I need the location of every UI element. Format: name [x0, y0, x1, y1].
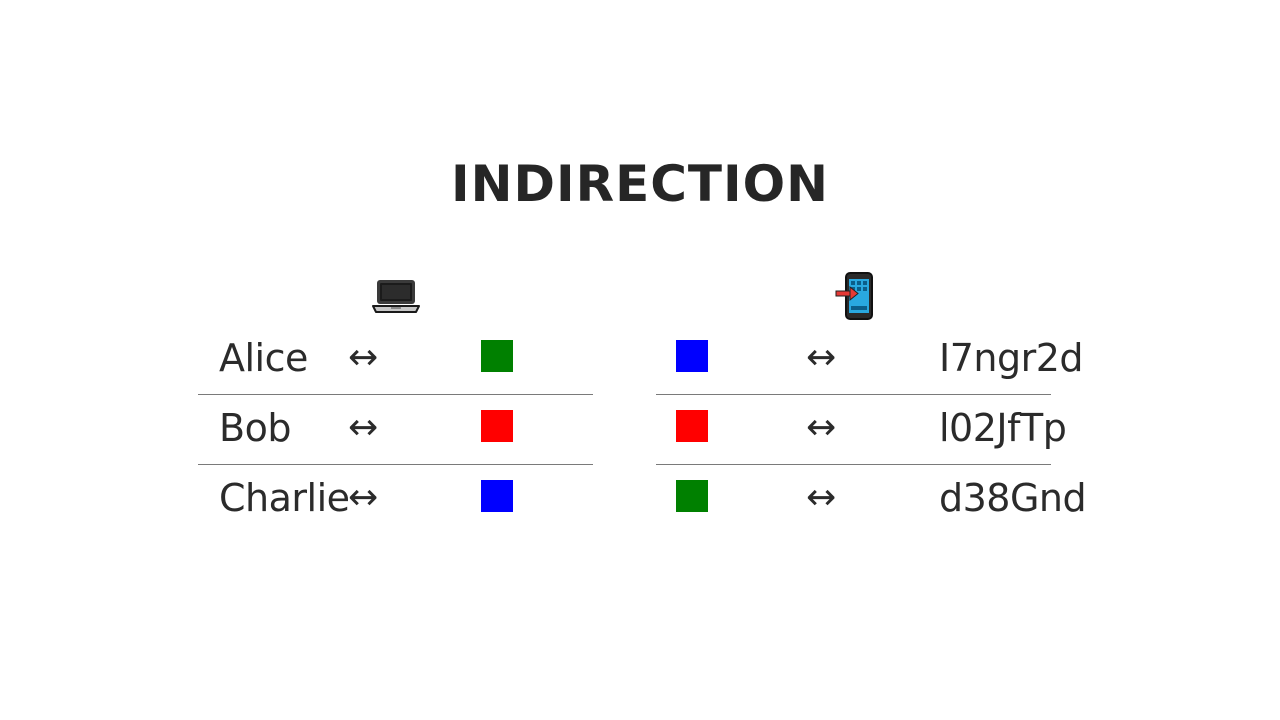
- slide-title: INDIRECTION: [451, 155, 829, 213]
- bidirectional-arrow-icon: ↔: [348, 477, 379, 518]
- bidirectional-arrow-icon: ↔: [806, 337, 837, 378]
- device-id: l02JfTp: [939, 406, 1067, 450]
- laptop-icon: [371, 270, 421, 322]
- color-swatch: [676, 480, 708, 512]
- bidirectional-arrow-icon: ↔: [806, 407, 837, 448]
- table-row: ↔ l02JfTp: [656, 394, 1067, 465]
- color-swatch: [481, 410, 513, 442]
- device-id: d38Gnd: [939, 476, 1087, 520]
- color-swatch: [481, 480, 513, 512]
- table-row: Alice ↔: [198, 324, 593, 395]
- color-swatch: [676, 410, 708, 442]
- table-row: Charlie ↔: [198, 464, 593, 534]
- user-name: Alice: [219, 336, 308, 380]
- user-name: Bob: [219, 406, 291, 450]
- table-row: ↔ d38Gnd: [656, 464, 1087, 534]
- bidirectional-arrow-icon: ↔: [806, 477, 837, 518]
- mobile-phone-with-arrow-icon: [832, 270, 882, 322]
- device-id: I7ngr2d: [939, 336, 1084, 380]
- table-row: Bob ↔: [198, 394, 593, 465]
- bidirectional-arrow-icon: ↔: [348, 407, 379, 448]
- color-swatch: [481, 340, 513, 372]
- color-swatch: [676, 340, 708, 372]
- user-name: Charlie: [219, 476, 350, 520]
- bidirectional-arrow-icon: ↔: [348, 337, 379, 378]
- table-row: ↔ I7ngr2d: [656, 324, 1084, 395]
